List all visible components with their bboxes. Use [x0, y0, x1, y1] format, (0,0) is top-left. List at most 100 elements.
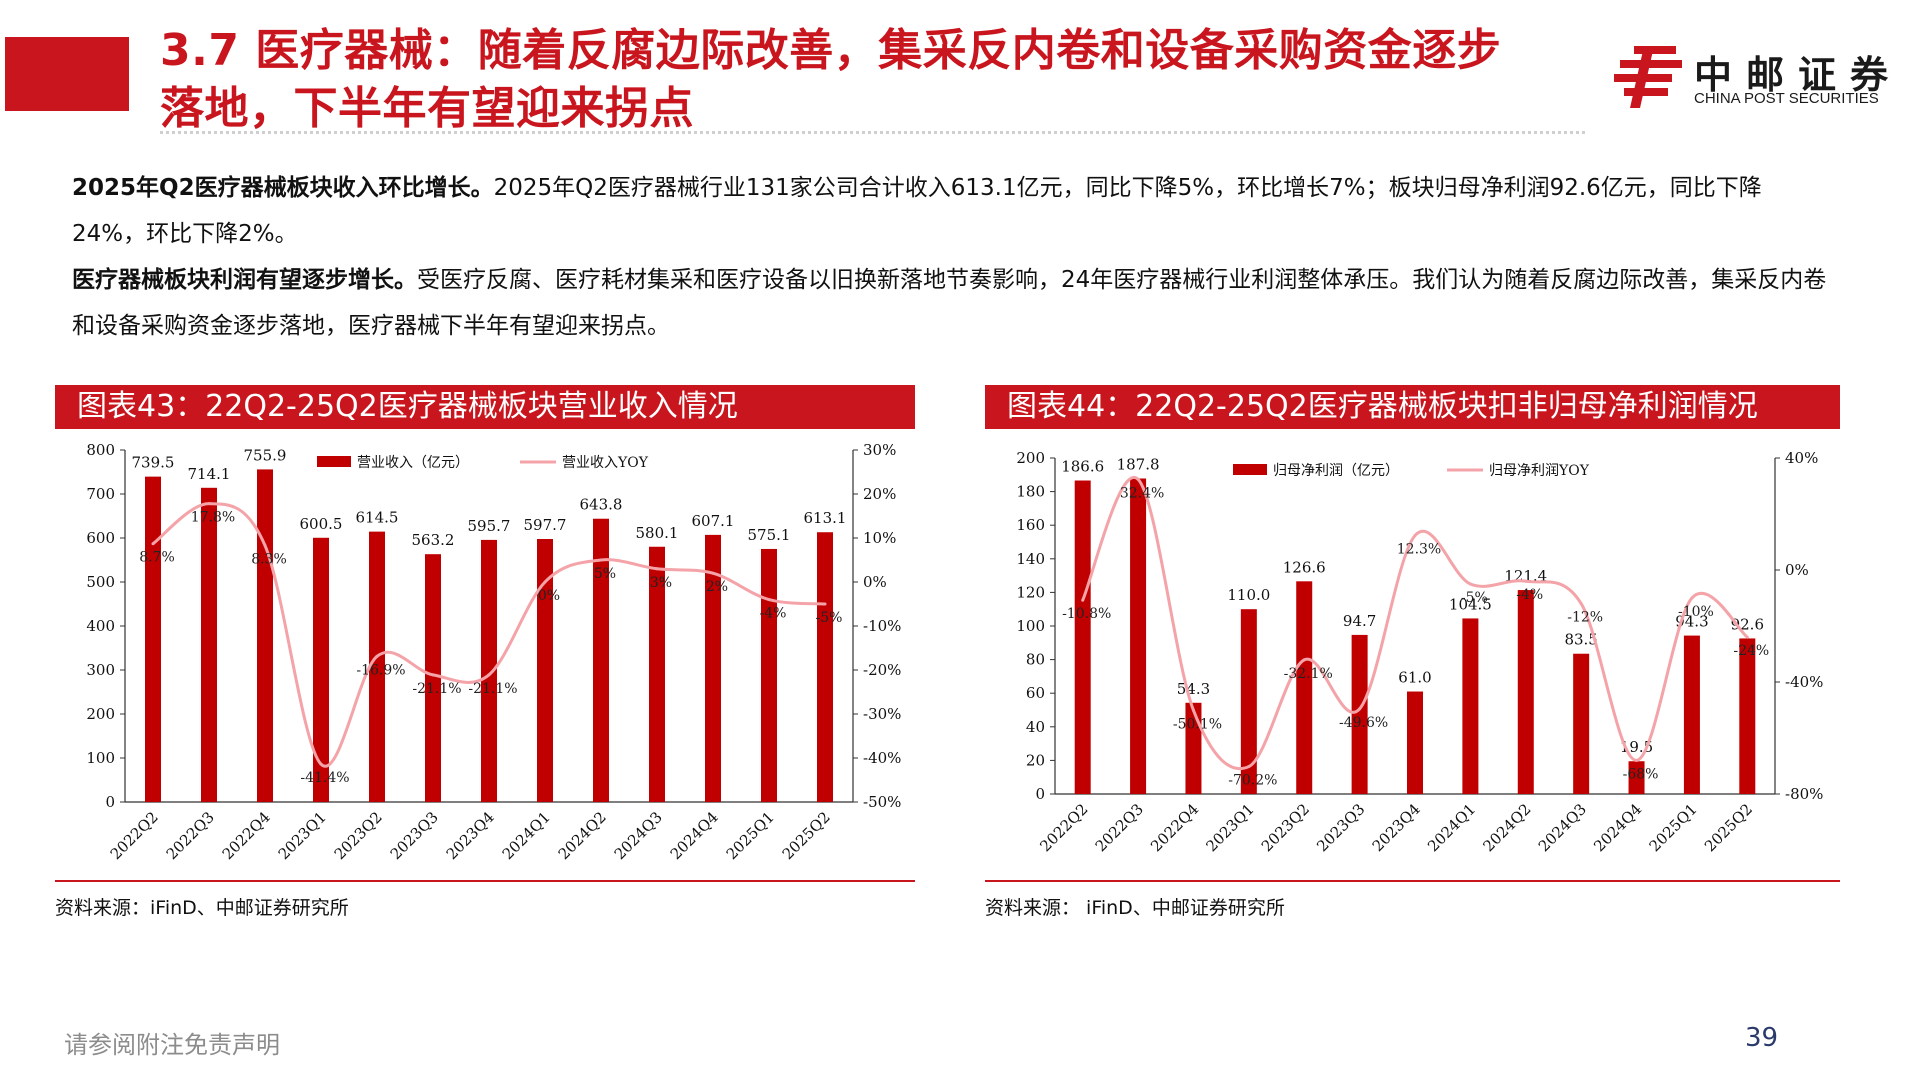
chart44-source: 资料来源： iFinD、中邮证券研究所: [985, 897, 1285, 919]
chart44-x-tick-label: 2024Q1: [1424, 800, 1479, 855]
chart44-bar-value-label: 94.7: [1343, 612, 1376, 630]
chart43-legend-bar-swatch: [317, 456, 351, 467]
chart44-yoy-label: -70.2%: [1228, 773, 1277, 789]
chart43-bar-value-label: 643.8: [580, 496, 623, 514]
chart44-bar-value-label: 186.6: [1061, 458, 1104, 476]
page-title: 3.7 医疗器械：随着反腐边际改善，集采反内卷和设备采购资金逐步 落地，下半年有…: [160, 22, 1600, 138]
chart43-bar: [593, 518, 609, 802]
chart44-x-tick-label: 2024Q3: [1535, 800, 1590, 855]
chart44-yoy-point: [1358, 707, 1362, 711]
chart43-y2-tick-label: -10%: [863, 617, 901, 635]
chart43-title: 图表43：22Q2-25Q2医疗器械板块营业收入情况: [55, 385, 915, 429]
chart44-x-tick-label: 2025Q1: [1646, 800, 1701, 855]
chart43-bar-value-label: 614.5: [356, 509, 399, 527]
chart43-yoy-point: [319, 762, 323, 766]
chart44-bar: [1517, 590, 1534, 794]
chart44-yoy-label: -5%: [1461, 590, 1488, 606]
chart43-yoy-point: [599, 558, 603, 562]
chart43-bar-value-label: 755.9: [244, 446, 287, 464]
chart43-yoy-point: [487, 673, 491, 677]
chart43-bottom-rule: [55, 880, 915, 882]
chart44-y-tick-label: 100: [1016, 617, 1045, 635]
chart44-x-tick-label: 2024Q4: [1590, 800, 1645, 855]
chart43-legend-bar-label: 营业收入（亿元）: [357, 455, 469, 471]
chart43-yoy-point: [207, 502, 211, 506]
chart44-yoy-label: 32.4%: [1120, 485, 1164, 501]
chart43-y-tick-label: 700: [86, 485, 115, 503]
chart44-y-tick-label: 20: [1026, 751, 1045, 769]
chart43-yoy-label: 0%: [538, 588, 560, 604]
chart43-y2-tick-label: 30%: [863, 441, 896, 459]
chart44-x-tick-label: 2023Q1: [1203, 800, 1258, 855]
chart43-revenue-chart: 0 100 200 300 400 500 600 700 800 30% 20% 10% 0% -10%…: [86, 441, 901, 863]
chart43-bar-value-label: 613.1: [804, 509, 847, 527]
chart43-x-tick-label: 2024Q2: [555, 808, 610, 863]
chart43-yoy-point: [767, 598, 771, 602]
chart44-yoy-label: -68%: [1623, 766, 1659, 782]
chart43-yoy-label: 8.3%: [251, 551, 287, 567]
chart44-y-tick-label: 120: [1016, 583, 1045, 601]
chart44-x-tick-label: 2023Q3: [1313, 800, 1368, 855]
header-divider: [160, 131, 1585, 134]
chart44-bar-value-label: 54.3: [1177, 680, 1210, 698]
chart43-yoy-point: [263, 543, 267, 547]
chart43-yoy-point: [543, 580, 547, 584]
chart44-yoy-point: [1413, 534, 1417, 538]
page-title-line2: 落地，下半年有望迎来拐点: [160, 83, 694, 134]
chart44-bar: [1407, 691, 1423, 794]
chart43-yoy-point: [431, 673, 435, 677]
chart43-yoy-label: -16.9%: [356, 662, 405, 678]
paragraph-profit: 医疗器械板块利润有望逐步增长。受医疗反腐、医疗耗材集采和医疗设备以旧换新落地节奏…: [72, 257, 1832, 349]
chart43-yoy-point: [151, 542, 155, 546]
chart43-yoy-point: [655, 567, 659, 571]
chart43-y2-tick-label: -40%: [863, 749, 901, 767]
chart43-bar: [313, 537, 329, 802]
chart43-y-tick-label: 300: [86, 661, 115, 679]
chart43-x-tick-label: 2023Q4: [443, 808, 498, 863]
chart44-yoy-label: -49.6%: [1339, 715, 1388, 731]
chart43-bar: [369, 531, 385, 802]
chart44-legend-bar-swatch: [1233, 464, 1267, 475]
chart44-bar: [1739, 638, 1756, 794]
chart44-bar: [1683, 635, 1700, 794]
chart43-y2-tick-label: -50%: [863, 793, 901, 811]
chart43-y-tick-label: 600: [86, 529, 115, 547]
chart43-yoy-label: -5%: [816, 610, 843, 626]
chart44-yoy-point: [1302, 658, 1306, 662]
chart44-bar-value-label: 126.6: [1283, 558, 1326, 576]
chart44-yoy-label: -32.1%: [1284, 666, 1333, 682]
chart44-y-tick-label: 140: [1016, 550, 1045, 568]
chart44-yoy-point: [1745, 635, 1749, 639]
chart44-x-tick-label: 2022Q2: [1036, 800, 1091, 855]
chart44-y2-tick-label: 0%: [1785, 561, 1809, 579]
chart44-title: 图表44：22Q2-25Q2医疗器械板块扣非归母净利润情况: [985, 385, 1840, 429]
chart43-y2-tick-label: 0%: [863, 573, 887, 591]
chart44-yoy-label: -10.8%: [1062, 606, 1111, 622]
chart44-y-tick-label: 180: [1016, 483, 1045, 501]
chart44-yoy-point: [1579, 602, 1583, 606]
logo-english-name: CHINA POST SECURITIES: [1694, 90, 1879, 107]
chart44-y2-tick-label: -80%: [1785, 785, 1823, 803]
chart43-yoy-label: -21.1%: [412, 681, 461, 697]
chart44-y-tick-label: 80: [1026, 651, 1045, 669]
chart43-yoy-label: -4%: [760, 606, 787, 622]
chart43-yoy-point: [823, 602, 827, 606]
chart43-bar: [145, 476, 161, 802]
chart43-bar-value-label: 600.5: [300, 515, 343, 533]
paragraph-profit-heading: 医疗器械板块利润有望逐步增长。: [72, 267, 417, 293]
chart44-yoy-label: -24%: [1733, 643, 1769, 659]
chart43-bar: [537, 539, 553, 802]
chart44-yoy-point: [1635, 758, 1639, 762]
chart44-bar: [1351, 634, 1368, 794]
chart43-x-tick-label: 2023Q3: [387, 808, 442, 863]
chart44-bar: [1185, 702, 1202, 794]
chart44-bar-value-label: 104.5: [1449, 595, 1492, 613]
logo-chinese-name: 中邮证券: [1694, 53, 1903, 97]
chart43-x-tick-label: 2022Q3: [163, 808, 218, 863]
chart43-x-tick-label: 2023Q2: [331, 808, 386, 863]
chart44-panel: 图表44：22Q2-25Q2医疗器械板块扣非归母净利润情况: [985, 385, 1840, 429]
chart43-yoy-label: 2%: [706, 579, 728, 595]
chart43-bar-value-label: 563.2: [412, 531, 455, 549]
chart43-bar-value-label: 575.1: [748, 526, 791, 544]
chart43-x-tick-label: 2024Q4: [667, 808, 722, 863]
